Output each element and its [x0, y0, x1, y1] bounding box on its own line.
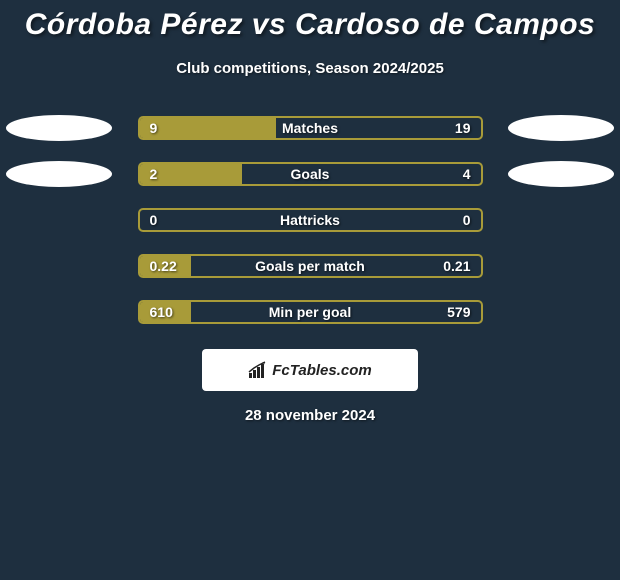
stat-value-right: 19: [455, 120, 471, 136]
stats-area: 9Matches19 2Goals4 0Hattricks0 0.22Goals pe…: [0, 105, 620, 335]
comparison-widget: Córdoba Pérez vs Cardoso de Campos Club …: [0, 0, 620, 424]
page-title: Córdoba Pérez vs Cardoso de Campos: [0, 8, 620, 42]
stat-bar: 9Matches19: [138, 116, 483, 140]
stat-value-right: 579: [447, 304, 470, 320]
player-oval-left: [6, 115, 112, 141]
stat-row: 9Matches19: [0, 105, 620, 151]
stat-row: 2Goals4: [0, 151, 620, 197]
player-oval-left: [6, 161, 112, 187]
stat-label: Goals: [140, 166, 481, 182]
stat-label: Matches: [140, 120, 481, 136]
stat-bar: 2Goals4: [138, 162, 483, 186]
brand-box[interactable]: FcTables.com: [202, 349, 418, 391]
stat-bar: 610Min per goal579: [138, 300, 483, 324]
stat-label: Goals per match: [140, 258, 481, 274]
subtitle: Club competitions, Season 2024/2025: [0, 60, 620, 77]
stat-row: 610Min per goal579: [0, 289, 620, 335]
date-text: 28 november 2024: [0, 407, 620, 424]
stat-row: 0.22Goals per match0.21: [0, 243, 620, 289]
stat-row: 0Hattricks0: [0, 197, 620, 243]
chart-icon: [248, 361, 268, 379]
stat-bar: 0.22Goals per match0.21: [138, 254, 483, 278]
player-oval-right: [508, 161, 614, 187]
brand-text: FcTables.com: [272, 362, 371, 379]
stat-value-right: 0: [463, 212, 471, 228]
stat-label: Hattricks: [140, 212, 481, 228]
stat-value-right: 0.21: [443, 258, 470, 274]
stat-bar: 0Hattricks0: [138, 208, 483, 232]
stat-value-right: 4: [463, 166, 471, 182]
stat-label: Min per goal: [140, 304, 481, 320]
player-oval-right: [508, 115, 614, 141]
